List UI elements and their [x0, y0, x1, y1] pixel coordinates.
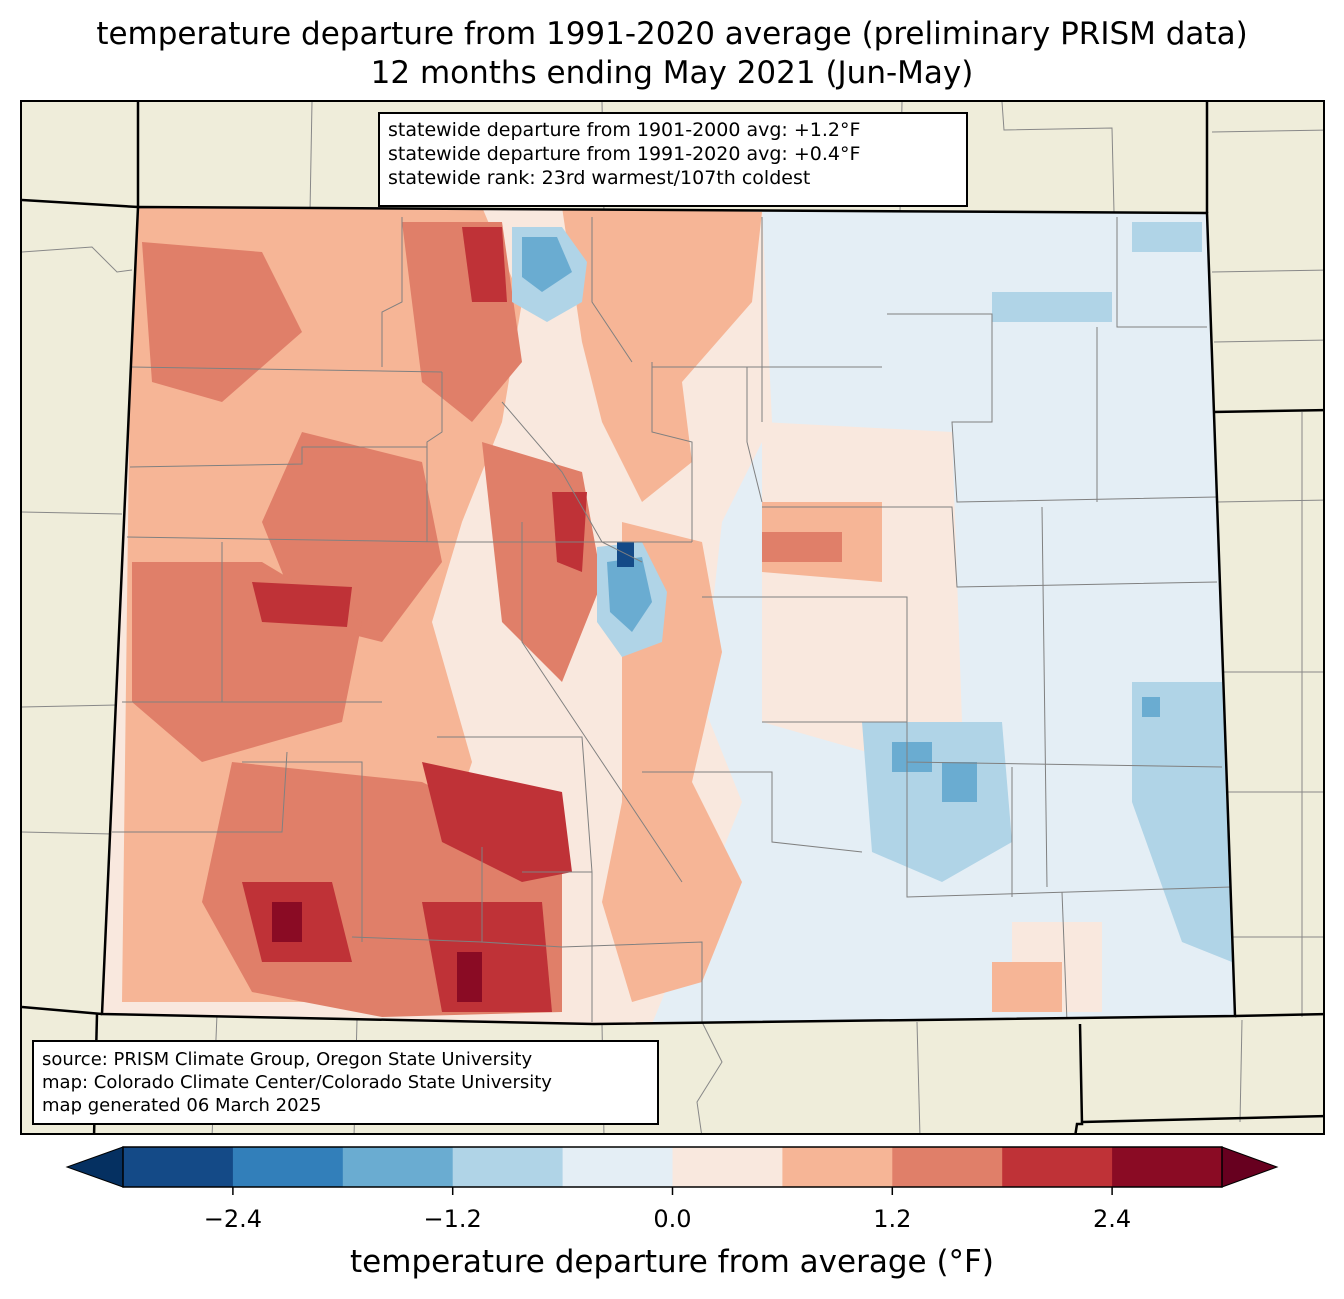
colorbar-bin: [892, 1147, 1003, 1187]
colorbar-under-triangle: [65, 1146, 124, 1188]
colorbar-tick-label: 1.2: [873, 1205, 911, 1233]
colorbar-bin: [672, 1147, 783, 1187]
colorbar-tick-label: 0.0: [653, 1205, 691, 1233]
neighbor-county-lines: [22, 102, 1323, 1133]
colorbar-bin: [1112, 1147, 1223, 1187]
colorbar-label: temperature departure from average (°F): [350, 1244, 994, 1280]
statewide-stats-box: statewide departure from 1901-2000 avg: …: [378, 112, 968, 207]
stats-line-1991-2020: statewide departure from 1991-2020 avg: …: [388, 143, 861, 165]
temperature-departure-field: [102, 207, 1235, 1024]
colorbar-bin: [342, 1147, 454, 1187]
source-line: source: PRISM Climate Group, Oregon Stat…: [42, 1049, 533, 1070]
stats-line-1901-2000: statewide departure from 1901-2000 avg: …: [388, 119, 861, 141]
source-box: source: PRISM Climate Group, Oregon Stat…: [32, 1040, 659, 1125]
map-title: temperature departure from 1991-2020 ave…: [96, 16, 1248, 52]
colorbar: −2.4 −1.2 0.0 1.2 2.4: [65, 1146, 1279, 1233]
colorbar-bins: [65, 1146, 1279, 1188]
county-lines: [112, 217, 1233, 1023]
map-panel: [20, 100, 1325, 1135]
generated-date-line: map generated 06 March 2025: [42, 1095, 322, 1116]
colorbar-tick-label: −1.2: [424, 1205, 482, 1233]
colorbar-bin: [123, 1147, 234, 1187]
colorbar-bin: [562, 1147, 673, 1187]
colorbar-tick-label: 2.4: [1093, 1205, 1131, 1233]
colorado-border: [100, 205, 1237, 1026]
colorbar-bin: [782, 1147, 893, 1187]
colorbar-bin: [1002, 1147, 1113, 1187]
colorbar-bin: [452, 1147, 564, 1187]
map-subtitle: 12 months ending May 2021 (Jun-May): [370, 55, 974, 91]
stats-line-rank: statewide rank: 23rd warmest/107th colde…: [388, 167, 811, 189]
colorbar-over-triangle: [1221, 1146, 1279, 1188]
colorbar-ticks: −2.4 −1.2 0.0 1.2 2.4: [204, 1187, 1131, 1233]
colorado-map: [22, 102, 1323, 1133]
colorbar-bin: [232, 1147, 344, 1187]
colorbar-tick-label: −2.4: [204, 1205, 262, 1233]
map-credit-line: map: Colorado Climate Center/Colorado St…: [42, 1072, 552, 1093]
